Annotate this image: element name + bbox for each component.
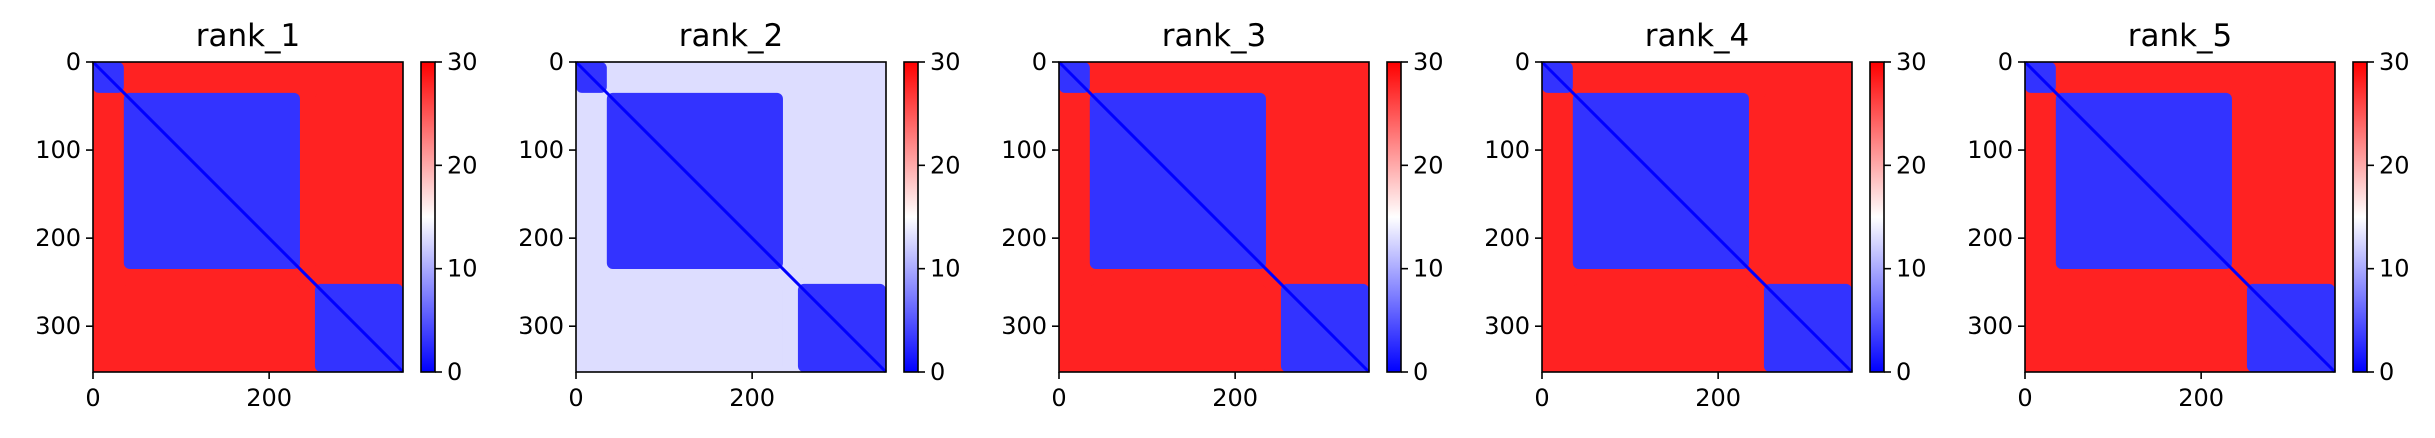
- y-tick-label: 100: [518, 136, 564, 164]
- y-tick-label: 0: [1998, 48, 2013, 76]
- heatmap-block-5: [797, 92, 886, 269]
- x-tick-label: 0: [1051, 384, 1066, 412]
- y-tick-label: 200: [1484, 224, 1530, 252]
- y-tick-label: 0: [549, 48, 564, 76]
- panel-title: rank_1: [196, 18, 301, 54]
- y-tick-label: 200: [1967, 224, 2013, 252]
- y-tick-label: 200: [518, 224, 564, 252]
- colorbar-tick-label: 30: [1413, 48, 1444, 76]
- colorbar-frame: [1869, 61, 1885, 373]
- colorbar-tick-label: 20: [2379, 151, 2410, 179]
- y-tick-label: 300: [1001, 312, 1047, 340]
- colorbar-tick-label: 0: [930, 358, 945, 386]
- colorbar-tick-label: 10: [447, 255, 478, 283]
- y-tick-label: 100: [1001, 136, 1047, 164]
- panel-title: rank_2: [679, 18, 784, 54]
- y-tick-label: 200: [1001, 224, 1047, 252]
- x-tick-label: 0: [85, 384, 100, 412]
- y-tick-label: 100: [1484, 136, 1530, 164]
- heatmap-panel-3: rank_3 0 100 200 300 0 200 0 10 20 30: [1001, 18, 1443, 412]
- heatmap-block-4: [606, 283, 783, 372]
- colorbar-frame: [903, 61, 919, 373]
- heatmap-panel-4: rank_4 0 100 200 300 0 200 0 10 20 30: [1484, 18, 1926, 412]
- x-tick-label: 0: [1534, 384, 1549, 412]
- heatmap-panel-2: rank_2 0 100 200 300 0 200 0 10 20 30: [518, 18, 960, 412]
- x-tick-label: 200: [246, 384, 292, 412]
- colorbar-tick-label: 10: [2379, 255, 2410, 283]
- heatmap-block-4: [1572, 283, 1749, 372]
- x-tick-label: 200: [2178, 384, 2224, 412]
- heatmap-diagonal: [1540, 60, 1854, 374]
- colorbar-tick-label: 0: [1413, 358, 1428, 386]
- colorbar: [2353, 62, 2367, 372]
- y-tick-label: 300: [1484, 312, 1530, 340]
- colorbar: [421, 62, 435, 372]
- heatmap-diagonal: [574, 60, 888, 374]
- y-tick-label: 100: [35, 136, 81, 164]
- heatmap-panel-5: rank_5 0 100 200 300 0 200 0 10 20 30: [1967, 18, 2409, 412]
- axes-frame: [92, 61, 404, 373]
- x-tick-label: 200: [729, 384, 775, 412]
- panel-title: rank_3: [1162, 18, 1267, 54]
- heatmap-block-5: [314, 92, 403, 269]
- colorbar-tick-label: 20: [1896, 151, 1927, 179]
- colorbar-tick-label: 0: [1896, 358, 1911, 386]
- y-tick-label: 100: [1967, 136, 2013, 164]
- x-tick-label: 0: [2017, 384, 2032, 412]
- heatmap-block-4: [2055, 283, 2232, 372]
- heatmap-block-4: [123, 283, 300, 372]
- axes-frame: [2024, 61, 2336, 373]
- colorbar-tick-label: 30: [447, 48, 478, 76]
- heatmap-panel-1: rank_1 0 100 200 300 0 200 0 10 20 30: [35, 18, 477, 412]
- colorbar-tick-label: 10: [930, 255, 961, 283]
- y-tick-label: 300: [518, 312, 564, 340]
- colorbar-tick-label: 20: [1413, 151, 1444, 179]
- heatmap-block-5: [2246, 92, 2335, 269]
- colorbar-tick-label: 30: [1896, 48, 1927, 76]
- colorbar-tick-label: 30: [2379, 48, 2410, 76]
- colorbar-frame: [420, 61, 436, 373]
- heatmap-block-5: [1763, 92, 1852, 269]
- colorbar-tick-label: 20: [447, 151, 478, 179]
- panel-title: rank_5: [2128, 18, 2233, 54]
- x-tick-label: 0: [568, 384, 583, 412]
- colorbar-frame: [2352, 61, 2368, 373]
- heatmap-diagonal: [91, 60, 405, 374]
- y-tick-label: 0: [1515, 48, 1530, 76]
- axes-frame: [1541, 61, 1853, 373]
- colorbar-tick-label: 10: [1896, 255, 1927, 283]
- colorbar-tick-label: 10: [1413, 255, 1444, 283]
- y-tick-label: 300: [35, 312, 81, 340]
- heatmap-block-5: [1280, 92, 1369, 269]
- colorbar-tick-label: 30: [930, 48, 961, 76]
- colorbar: [1387, 62, 1401, 372]
- colorbar-tick-label: 20: [930, 151, 961, 179]
- y-tick-label: 300: [1967, 312, 2013, 340]
- axes-frame: [1058, 61, 1370, 373]
- y-tick-label: 0: [66, 48, 81, 76]
- heatmap-block-4: [1089, 283, 1266, 372]
- y-tick-label: 0: [1032, 48, 1047, 76]
- colorbar-tick-label: 0: [447, 358, 462, 386]
- axes-frame: [575, 61, 887, 373]
- x-tick-label: 200: [1212, 384, 1258, 412]
- panel-title: rank_4: [1645, 18, 1750, 54]
- heatmap-diagonal: [2023, 60, 2337, 374]
- colorbar-frame: [1386, 61, 1402, 373]
- colorbar-tick-label: 0: [2379, 358, 2394, 386]
- x-tick-label: 200: [1695, 384, 1741, 412]
- y-tick-label: 200: [35, 224, 81, 252]
- heatmap-diagonal: [1057, 60, 1371, 374]
- colorbar: [1870, 62, 1884, 372]
- colorbar: [904, 62, 918, 372]
